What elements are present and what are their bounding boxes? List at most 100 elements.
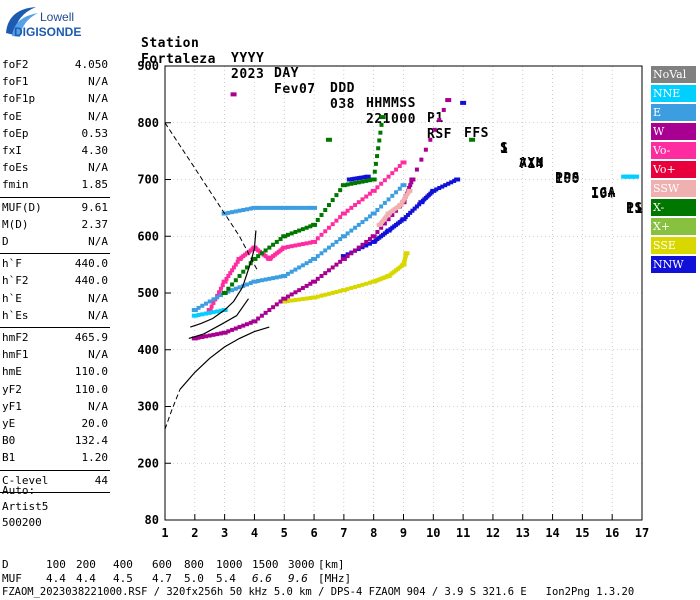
trace-mark	[278, 274, 283, 279]
trace-mark	[349, 205, 354, 210]
x-tick-label: 14	[545, 526, 559, 540]
trace-mark	[375, 185, 380, 190]
trace-mark	[256, 254, 261, 259]
param-row: h`F2 440.0	[2, 274, 108, 290]
muf-value: 5.0	[184, 572, 204, 585]
legend-item-e: E	[651, 104, 696, 121]
trace-mark	[244, 322, 249, 327]
param-name: M(D)	[2, 217, 29, 231]
param-name: yF1	[2, 399, 22, 413]
trace-mark	[410, 208, 415, 213]
y-tick-label: 800	[137, 116, 159, 130]
x-tick-label: 10	[426, 526, 440, 540]
trace-mark	[353, 284, 358, 289]
trace-mark	[263, 277, 268, 282]
trace-mark	[271, 305, 276, 310]
data-point	[340, 256, 347, 261]
trace-mark	[319, 251, 324, 256]
trace-mark	[300, 227, 305, 232]
data-point	[191, 313, 198, 318]
x-tick-label: 11	[456, 526, 470, 540]
trace-mark	[323, 271, 328, 276]
trace-mark	[319, 293, 324, 298]
trace-mark	[349, 251, 354, 256]
trace-mark	[209, 304, 214, 309]
param-row: yF2 110.0	[2, 383, 108, 399]
trace-mark	[237, 273, 242, 278]
trace-mark	[308, 224, 313, 229]
trace-mark	[293, 290, 298, 295]
trace-mark	[256, 205, 261, 210]
legend-item-x-minus: X-	[651, 199, 696, 216]
trace-mark	[379, 204, 384, 209]
trace-mark	[363, 175, 368, 180]
trace-mark	[373, 161, 378, 166]
trace-mark	[338, 259, 343, 264]
trace-mark	[330, 242, 335, 247]
param-row: yE 20.0	[2, 417, 108, 433]
trace-mark	[390, 212, 395, 217]
trace-mark	[207, 299, 212, 304]
param-name: h`Es	[2, 308, 29, 322]
data-point	[379, 115, 386, 120]
trace-mark	[323, 229, 328, 234]
param-value: 110.0	[74, 365, 108, 379]
trace-mark	[200, 312, 205, 317]
data-point	[281, 273, 288, 278]
legend-item-w: W	[651, 123, 696, 140]
trace-mark	[304, 296, 309, 301]
trace-mark	[215, 309, 220, 314]
logo-line1: Lowell	[40, 10, 75, 24]
trace-mark	[375, 229, 380, 234]
trace-mark	[323, 208, 328, 213]
trace-mark	[267, 276, 272, 281]
trace-mark	[409, 180, 414, 185]
trace-mark	[419, 157, 424, 162]
distance-value: 1500	[252, 558, 279, 571]
data-point	[445, 98, 452, 103]
trace-mark	[345, 231, 350, 236]
x-tick-label: 3	[221, 526, 228, 540]
trace-mark	[375, 208, 380, 213]
muf-value: 5.4	[216, 572, 236, 585]
param-name: h`F	[2, 257, 22, 271]
hdr-value: 2023	[231, 67, 265, 82]
data-point	[251, 319, 258, 324]
trace-mark	[399, 264, 404, 269]
param-row: hmF1 N/A	[2, 348, 108, 364]
muf-value: 9.6	[288, 572, 308, 585]
trace-mark	[372, 169, 377, 174]
trace-mark	[315, 254, 320, 259]
trace-mark	[386, 217, 391, 222]
data-point	[311, 222, 318, 227]
trace-mark	[297, 242, 302, 247]
data-point	[311, 239, 318, 244]
trace-mark	[230, 327, 235, 332]
trace-mark	[452, 178, 457, 183]
trace-mark	[233, 278, 238, 283]
data-point	[325, 137, 332, 142]
trace-mark	[384, 274, 389, 279]
data-point	[370, 234, 377, 239]
trace-mark	[330, 290, 335, 295]
data-point	[206, 308, 213, 313]
trace-mark	[382, 221, 387, 226]
param-name: foEp	[2, 126, 29, 140]
trace-mark	[443, 183, 448, 188]
trace-mark	[379, 181, 384, 186]
trace-mark	[386, 197, 391, 202]
trace-mark	[367, 280, 372, 285]
trace-mark	[375, 154, 380, 159]
hdr-label: Station	[141, 36, 200, 51]
trace-mark	[280, 247, 285, 252]
trace-mark	[315, 236, 320, 241]
trace-mark	[233, 326, 238, 331]
trace-mark	[207, 310, 212, 315]
trace-mark	[289, 205, 294, 210]
trace-mark	[414, 167, 419, 172]
y-tick-label: 500	[137, 286, 159, 300]
legend-item-nnw: NNW	[651, 256, 696, 273]
trace-mark	[352, 176, 357, 181]
trace-mark	[211, 332, 216, 337]
